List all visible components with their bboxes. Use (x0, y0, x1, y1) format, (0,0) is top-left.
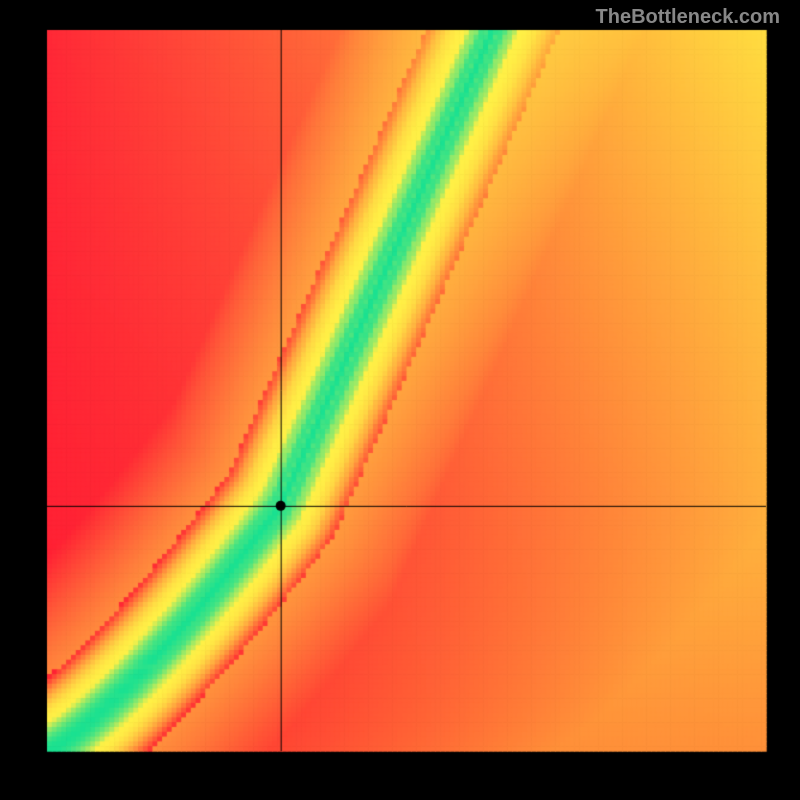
watermark-text: TheBottleneck.com (596, 6, 780, 29)
heatmap-canvas (0, 0, 800, 800)
chart-container: TheBottleneck.com (0, 0, 800, 800)
